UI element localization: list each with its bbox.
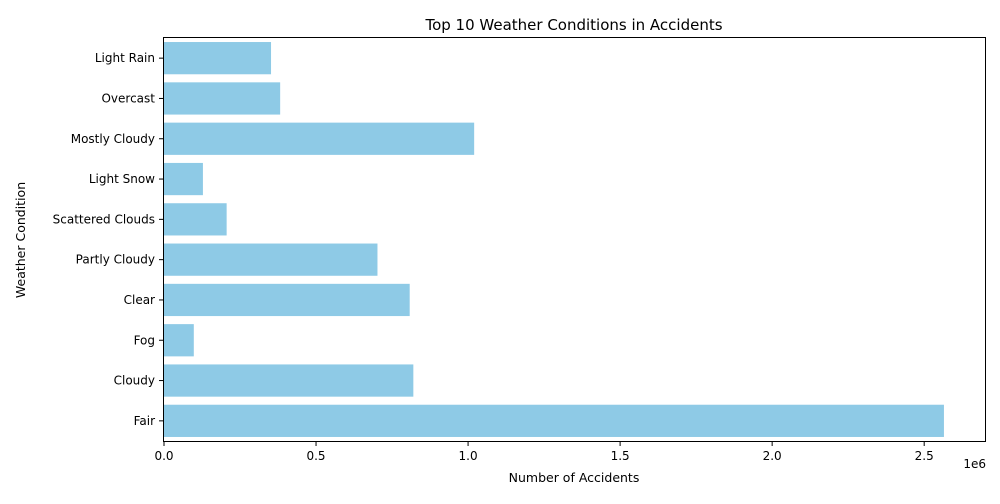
bar <box>164 324 194 357</box>
y-axis-ticks: Light Rain Overcast Mostly Cloudy Light Sno… <box>53 51 164 428</box>
bar <box>164 42 272 75</box>
x-tick-label: 2.5 <box>915 449 934 463</box>
y-tick-label: Mostly Cloudy <box>71 132 155 146</box>
x-tick-label: 1.0 <box>459 449 478 463</box>
y-axis-label: Weather Condition <box>13 182 28 298</box>
bar <box>164 243 378 276</box>
y-tick-label: Light Snow <box>89 172 155 186</box>
y-tick-label: Cloudy <box>114 374 155 388</box>
bar <box>164 122 475 155</box>
bar <box>164 82 281 115</box>
x-tick-label: 2.0 <box>763 449 782 463</box>
bar <box>164 203 227 236</box>
bars-layer <box>164 42 944 437</box>
x-tick-label: 0.5 <box>306 449 325 463</box>
y-tick-label: Scattered Clouds <box>53 212 155 226</box>
x-axis-offset-text: 1e6 <box>963 457 986 471</box>
y-tick-label: Light Rain <box>95 51 155 65</box>
bar <box>164 404 944 437</box>
plot-frame <box>163 37 986 442</box>
y-tick-label: Clear <box>124 293 155 307</box>
y-tick-label: Partly Cloudy <box>76 253 155 267</box>
y-tick-label: Fair <box>134 414 155 428</box>
bar <box>164 283 410 317</box>
y-tick-label: Fog <box>134 333 155 347</box>
x-axis-ticks: 0.0 0.5 1.0 1.5 2.0 2.5 <box>154 441 934 463</box>
x-axis-label: Number of Accidents <box>509 470 640 485</box>
bar <box>164 162 203 196</box>
chart-title: Top 10 Weather Conditions in Accidents <box>424 16 722 34</box>
bar <box>164 364 414 397</box>
x-tick-label: 0.0 <box>154 449 173 463</box>
x-tick-label: 1.5 <box>611 449 630 463</box>
y-tick-label: Overcast <box>101 91 155 105</box>
